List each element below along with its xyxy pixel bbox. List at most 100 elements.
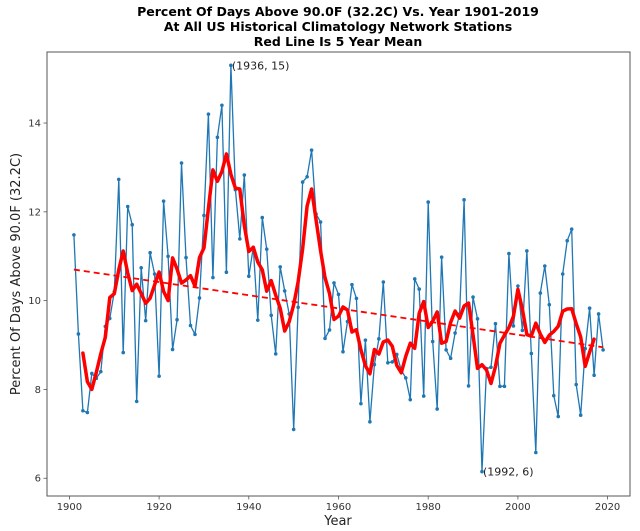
- data-point: [318, 220, 323, 224]
- data-point: [99, 369, 103, 374]
- x-tick-label: 1920: [146, 502, 171, 513]
- data-point: [511, 324, 516, 328]
- data-point: [291, 427, 296, 432]
- data-point: [453, 331, 457, 335]
- data-point: [596, 312, 601, 316]
- data-point: [72, 233, 76, 237]
- data-point: [157, 374, 161, 378]
- data-point: [247, 274, 251, 279]
- data-point: [426, 200, 430, 204]
- data-point: [305, 174, 309, 179]
- data-point: [81, 408, 85, 413]
- data-point: [161, 199, 166, 203]
- data-point: [448, 356, 453, 361]
- five-year-mean-line: [81, 152, 596, 392]
- data-point: [381, 280, 386, 284]
- data-point: [507, 251, 511, 256]
- data-point: [332, 281, 336, 285]
- data-point: [538, 291, 543, 295]
- data-point: [229, 63, 233, 68]
- data-point: [121, 350, 126, 355]
- data-point: [439, 255, 444, 259]
- x-axis-label: Year: [323, 514, 352, 529]
- data-point: [471, 295, 475, 299]
- data-point: [363, 338, 368, 342]
- data-point: [592, 373, 596, 378]
- data-point: [408, 397, 413, 402]
- data-point: [184, 255, 188, 260]
- annotation-label: (1936, 15): [232, 59, 290, 72]
- data-point: [130, 222, 135, 227]
- data-point: [170, 347, 175, 352]
- y-tick-label: 12: [28, 207, 41, 218]
- y-tick-label: 10: [28, 296, 41, 307]
- data-point: [547, 302, 552, 307]
- x-tick-label: 1960: [326, 502, 351, 513]
- data-point: [278, 265, 283, 269]
- data-point: [489, 365, 493, 370]
- x-tick-label: 1900: [57, 502, 82, 513]
- data-point: [175, 317, 179, 322]
- title-line-1: Percent Of Days Above 90.0F (32.2C) Vs. …: [137, 4, 539, 19]
- data-point: [152, 272, 157, 276]
- data-point: [125, 204, 130, 209]
- data-point: [480, 469, 484, 474]
- annotations: (1936, 15) (1992, 6): [232, 59, 534, 478]
- y-axis-ticks: 6 8 10 12 14: [28, 119, 47, 485]
- y-tick-label: 8: [35, 385, 41, 396]
- data-point: [264, 247, 269, 251]
- data-point: [435, 407, 439, 411]
- annotation-label: (1992, 6): [483, 466, 534, 479]
- data-point: [444, 348, 448, 352]
- data-point: [466, 384, 471, 388]
- data-point: [211, 275, 215, 280]
- data-point: [350, 282, 354, 287]
- data-point: [462, 198, 466, 202]
- data-point: [327, 328, 332, 332]
- data-point: [502, 384, 507, 389]
- data-point: [300, 180, 305, 184]
- data-point: [134, 399, 139, 404]
- trend-segment: [73, 268, 604, 349]
- data-point: [534, 450, 538, 455]
- data-point: [403, 376, 408, 380]
- title-line-2: At All US Historical Climatology Network…: [164, 19, 512, 34]
- data-point: [282, 289, 287, 293]
- data-point: [412, 277, 417, 281]
- data-point: [430, 339, 435, 344]
- data-point: [260, 215, 265, 220]
- data-point: [341, 349, 345, 354]
- data-point: [529, 351, 534, 356]
- data-point: [166, 254, 170, 259]
- data-point: [421, 394, 426, 398]
- data-point: [193, 332, 197, 337]
- data-point: [273, 352, 278, 356]
- data-point: [269, 313, 274, 318]
- x-tick-label: 1980: [415, 502, 440, 513]
- chart-title: Percent Of Days Above 90.0F (32.2C) Vs. …: [137, 4, 539, 49]
- data-point: [139, 265, 143, 270]
- data-point: [224, 270, 229, 275]
- data-point: [390, 360, 395, 364]
- data-point: [188, 323, 193, 328]
- data-point: [143, 318, 148, 323]
- x-tick-label: 1940: [236, 502, 261, 513]
- data-point: [516, 284, 520, 288]
- data-point: [336, 292, 341, 297]
- x-tick-label: 2020: [595, 502, 620, 513]
- data-point: [354, 296, 359, 301]
- data-point: [116, 177, 121, 182]
- data-point: [587, 306, 592, 310]
- data-point: [601, 348, 605, 352]
- data-point: [202, 213, 206, 218]
- plot-area: [46, 51, 631, 497]
- data-point: [565, 238, 570, 243]
- data-point: [569, 227, 574, 231]
- data-point: [242, 173, 247, 177]
- y-axis-label: Percent Of Days Above 90.0F (32.2C): [9, 153, 24, 395]
- data-point: [556, 414, 561, 419]
- data-point: [197, 296, 202, 300]
- data-point: [309, 148, 314, 152]
- trend-line: [73, 268, 604, 349]
